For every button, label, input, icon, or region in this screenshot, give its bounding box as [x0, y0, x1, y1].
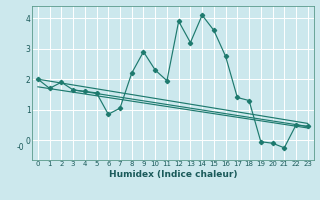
X-axis label: Humidex (Indice chaleur): Humidex (Indice chaleur): [108, 170, 237, 179]
Text: -0: -0: [16, 143, 24, 152]
